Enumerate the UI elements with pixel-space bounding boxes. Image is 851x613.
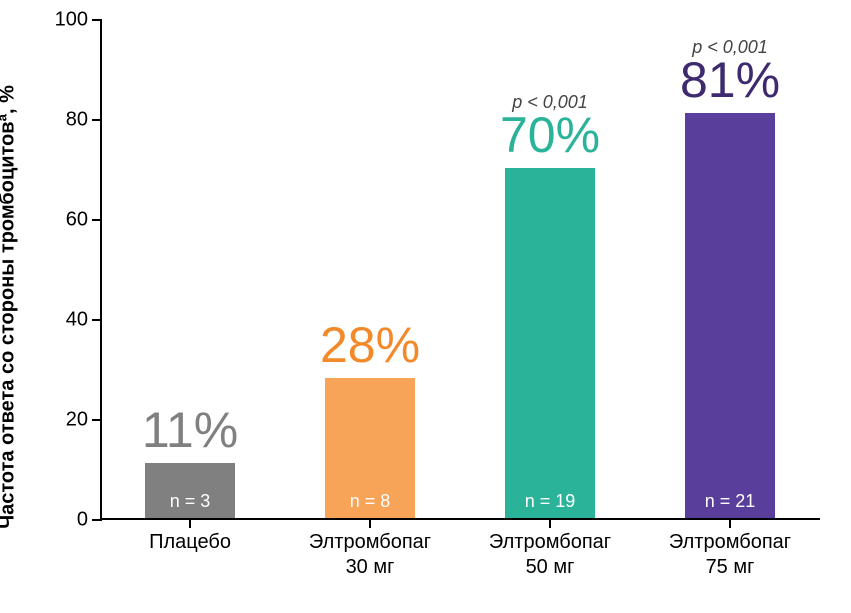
bar-n-label: n = 21 [685,491,775,512]
y-tick [92,419,102,421]
y-tick [92,19,102,21]
x-tick [369,518,371,528]
plot-area: 020406080100n = 311%Плацебоn = 828%Элтро… [100,20,820,520]
x-axis-line [100,518,820,520]
bar: n = 2181% [685,113,775,518]
y-axis-line [100,20,102,520]
bar-n-label: n = 19 [505,491,595,512]
bar-value-label: 28% [320,316,420,374]
y-tick [92,119,102,121]
bar: n = 311% [145,463,235,518]
y-tick-label: 60 [66,209,88,232]
x-category-label: Элтромбопаг75 мг [640,530,820,580]
x-category-label-line1: Элтромбопаг [280,530,460,555]
x-tick [549,518,551,528]
x-category-label-line1: Плацебо [100,530,280,555]
x-category-label-line2: 50 мг [460,555,640,580]
bar: n = 1970% [505,168,595,518]
x-tick [189,518,191,528]
bar-pvalue: p < 0,001 [512,92,588,113]
y-tick-label: 80 [66,109,88,132]
x-category-label: Элтромбопаг30 мг [280,530,460,580]
bar-value-label: 70% [500,106,600,164]
y-tick-label: 100 [55,9,88,32]
x-category-label: Элтромбопаг50 мг [460,530,640,580]
bar-value-label: 11% [142,401,238,459]
y-tick [92,219,102,221]
y-tick-label: 0 [77,509,88,532]
y-tick-label: 20 [66,409,88,432]
chart-container: Частота ответа со стороны тромбоцитовª, … [0,0,851,613]
x-category-label-line1: Элтромбопаг [460,530,640,555]
y-tick [92,319,102,321]
x-tick [729,518,731,528]
y-tick [92,519,102,521]
bar-value-label: 81% [680,51,780,109]
bar-n-label: n = 3 [145,491,235,512]
x-category-label-line1: Элтромбопаг [640,530,820,555]
x-category-label-line2: 75 мг [640,555,820,580]
x-category-label: Плацебо [100,530,280,555]
bar: n = 828% [325,378,415,518]
y-tick-label: 40 [66,309,88,332]
y-axis-title: Частота ответа со стороны тромбоцитовª, … [0,85,20,529]
bar-pvalue: p < 0,001 [692,37,768,58]
bar-n-label: n = 8 [325,491,415,512]
x-category-label-line2: 30 мг [280,555,460,580]
